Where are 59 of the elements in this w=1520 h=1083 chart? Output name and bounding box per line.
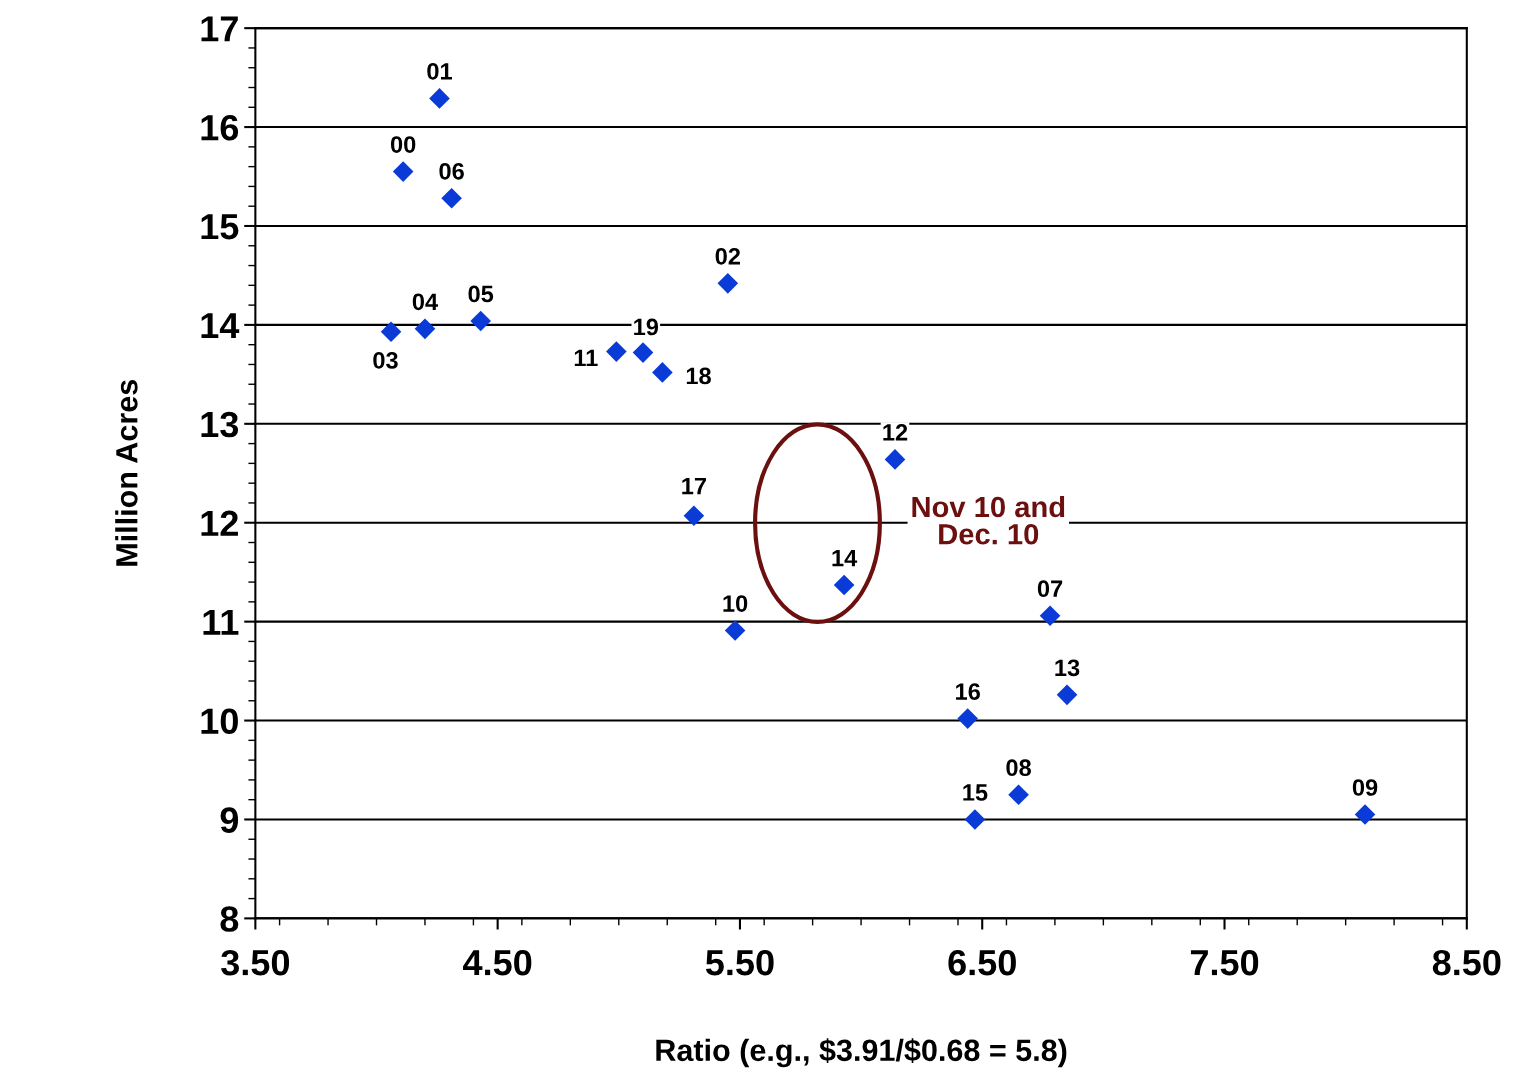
y-tick-label: 14: [201, 313, 240, 338]
x-tick-label: 3.50: [221, 949, 290, 976]
y-tick-label: 10: [201, 708, 238, 734]
annotation: 05: [468, 285, 494, 303]
point: [470, 310, 491, 332]
annotation: Nov 10 and Dec. 10: [912, 495, 1065, 545]
annotation: 11: [574, 349, 598, 367]
point: [414, 318, 436, 340]
annotation: 04: [412, 293, 438, 311]
annotation: 12: [883, 424, 908, 441]
x-tick-label: 7.50: [1190, 949, 1259, 976]
annotation: 00: [390, 136, 416, 153]
x-tick-label: 8.50: [1432, 949, 1501, 976]
point: [1056, 684, 1078, 706]
y-tick-label: 11: [203, 609, 239, 635]
annotation: 01: [427, 63, 452, 80]
y-tick-label: 16: [201, 114, 239, 141]
x-tick-label: 6.50: [948, 949, 1016, 976]
x-tick-label: 4.50: [463, 949, 532, 976]
y-tick-label: 17: [201, 16, 238, 42]
y-tick-label: 12: [201, 510, 238, 536]
annotation: 08: [1006, 759, 1031, 777]
annotation: 13: [1055, 659, 1080, 677]
point: [632, 342, 654, 363]
annotation: 06: [439, 162, 464, 180]
point: [833, 574, 855, 596]
point: [441, 187, 462, 209]
point: [717, 273, 739, 294]
point: [724, 620, 746, 641]
annotation: 19: [634, 318, 659, 336]
point: [606, 341, 627, 362]
annotation: 09: [1352, 779, 1378, 796]
annotation: 16: [956, 683, 980, 700]
point: [964, 809, 986, 830]
point: [1039, 605, 1061, 627]
y-tick-label: 13: [201, 411, 239, 438]
x-axis-title: Ratio (e.g., $3.91/$0.68 = 5.8): [656, 1038, 1067, 1068]
annotation: 17: [682, 477, 706, 495]
point: [683, 505, 705, 527]
point: [392, 161, 414, 182]
point: [429, 88, 450, 109]
point: [1008, 784, 1029, 806]
annotation: 02: [715, 247, 741, 265]
y-axis-title: Million Acres: [115, 380, 138, 566]
annotation: 15: [963, 784, 988, 801]
point: [380, 321, 402, 343]
y-tick-label: 15: [201, 214, 239, 240]
point: [884, 449, 906, 470]
annotation: 18: [686, 367, 711, 385]
point: [652, 362, 673, 383]
x-tick-label: 5.50: [705, 949, 774, 976]
y-tick-label: 8: [220, 906, 239, 932]
annotation: 14: [832, 549, 858, 567]
point: [957, 708, 978, 729]
annotation: 03: [373, 352, 398, 369]
annotation: 10: [723, 595, 748, 612]
annotation: 07: [1037, 580, 1063, 598]
y-tick-label: 9: [220, 807, 239, 833]
point: [1354, 804, 1376, 825]
